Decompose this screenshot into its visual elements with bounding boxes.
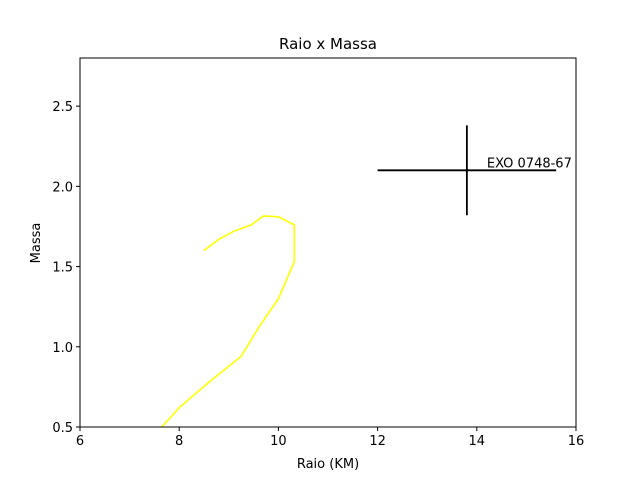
y-tick-label-3: 2.0 [52, 180, 73, 195]
y-tick-label-0: 0.5 [52, 421, 73, 436]
x-tick-label-5: 16 [568, 434, 585, 449]
plot-area: EXO 0748-67 6 8 10 12 14 16 0.5 1.0 1.5 2.0 2.5 [52, 57, 585, 449]
axes-frame [79, 57, 577, 428]
x-tick-label-4: 14 [469, 434, 486, 449]
x-tick-label-3: 12 [369, 434, 386, 449]
series-line-0 [161, 215, 296, 427]
x-tick-label-2: 10 [270, 434, 287, 449]
annotation-label-0: EXO 0748-67 [487, 156, 572, 171]
y-tick-label-4: 2.5 [52, 100, 73, 115]
y-tick-label-1: 1.0 [52, 341, 73, 356]
y-axis-label: Massa [29, 223, 44, 264]
x-tick-label-1: 8 [175, 434, 183, 449]
data-point-0 [465, 168, 469, 172]
y-tick-label-2: 1.5 [52, 261, 73, 276]
x-tick-label-0: 6 [76, 434, 84, 449]
chart-title: Raio x Massa [279, 35, 377, 53]
x-axis-label: Raio (KM) [297, 457, 359, 472]
